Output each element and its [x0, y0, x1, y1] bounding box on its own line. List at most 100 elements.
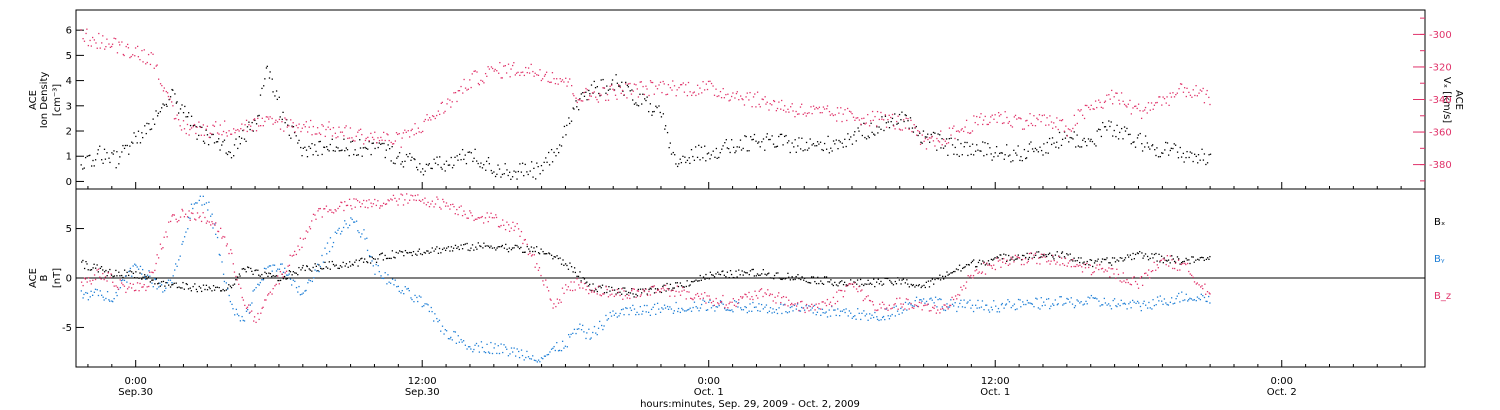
data-point [1159, 295, 1161, 297]
data-point [172, 283, 174, 286]
data-point [991, 267, 993, 269]
data-point [1035, 297, 1037, 299]
data-point [816, 141, 819, 143]
data-point [401, 290, 403, 292]
data-point [370, 153, 372, 156]
data-point [1046, 141, 1048, 144]
data-point [244, 268, 246, 271]
data-point [1036, 117, 1038, 119]
data-point [676, 285, 679, 287]
data-point [861, 134, 863, 137]
data-point [388, 139, 390, 142]
data-point [1091, 140, 1094, 143]
data-point [89, 280, 91, 282]
data-point [244, 304, 246, 307]
data-point [1108, 262, 1110, 264]
data-point [649, 314, 652, 316]
data-point [692, 298, 694, 301]
data-point [874, 309, 876, 311]
data-point [271, 293, 273, 295]
data-point [981, 300, 984, 302]
data-point [1157, 156, 1160, 158]
data-point [268, 118, 270, 120]
data-point [1165, 141, 1167, 144]
data-point [324, 135, 326, 138]
data-point [786, 142, 789, 144]
data-point [783, 135, 786, 138]
data-point [550, 254, 553, 256]
data-point [410, 297, 412, 299]
data-point [291, 284, 293, 286]
data-point [301, 246, 303, 249]
data-point [451, 101, 453, 103]
data-point [497, 164, 499, 166]
data-point [190, 127, 193, 129]
data-point [777, 295, 779, 297]
data-point [681, 83, 683, 86]
data-point [1151, 253, 1153, 255]
data-point [428, 310, 430, 313]
data-point [855, 288, 858, 290]
data-point [200, 220, 203, 223]
data-point [251, 129, 253, 132]
data-point [1179, 301, 1181, 303]
data-point [884, 308, 886, 310]
data-point [291, 255, 293, 257]
data-point [1156, 101, 1158, 104]
data-point [1159, 96, 1161, 98]
data-point [662, 308, 664, 310]
data-point [602, 328, 604, 331]
data-point [1101, 304, 1103, 306]
data-point [1058, 255, 1060, 258]
data-point [388, 257, 391, 259]
data-point [1082, 262, 1084, 264]
data-point [521, 354, 524, 357]
data-point [978, 259, 981, 261]
data-point [940, 308, 942, 310]
data-point [845, 145, 847, 148]
data-point [734, 151, 736, 154]
data-point [315, 218, 317, 220]
data-point [960, 270, 962, 272]
data-point [1066, 265, 1068, 267]
data-point [957, 269, 959, 271]
data-point [980, 150, 982, 152]
data-point [705, 83, 707, 85]
data-point [946, 271, 948, 273]
data-point [982, 123, 984, 126]
data-point [675, 282, 677, 284]
data-point [1050, 121, 1053, 123]
data-point [1086, 303, 1088, 305]
data-point [835, 314, 837, 317]
data-point [461, 148, 464, 151]
data-point [84, 156, 87, 159]
data-point [1004, 262, 1007, 265]
data-point [705, 309, 708, 311]
data-point [524, 251, 526, 253]
data-point [560, 80, 562, 83]
data-point [315, 265, 317, 267]
data-point [964, 141, 966, 144]
data-point [804, 112, 806, 114]
data-point [1146, 142, 1149, 144]
data-point [1003, 122, 1005, 124]
data-point [414, 294, 416, 297]
data-point [619, 291, 621, 293]
data-point [238, 136, 241, 138]
data-point [1047, 298, 1050, 300]
data-point [1168, 265, 1170, 267]
data-point [784, 105, 786, 107]
data-point [583, 282, 586, 285]
data-point [588, 285, 590, 287]
data-point [685, 161, 687, 164]
data-point [664, 125, 667, 127]
data-point [294, 280, 296, 283]
data-point [627, 83, 630, 85]
data-point [444, 249, 447, 252]
data-point [526, 71, 528, 74]
data-point [311, 143, 313, 145]
data-point [755, 275, 757, 277]
data-point [1135, 302, 1137, 305]
data-point [775, 110, 778, 112]
data-point [699, 274, 701, 277]
